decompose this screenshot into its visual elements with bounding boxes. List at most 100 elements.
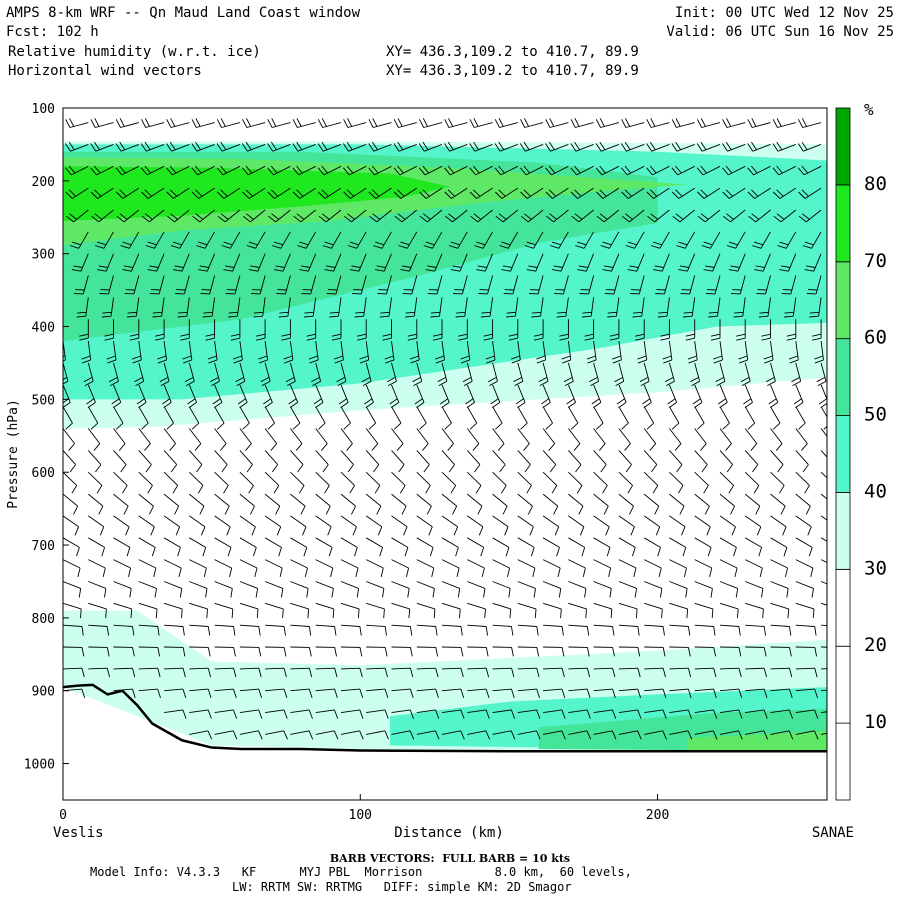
wind-barb [391,493,407,515]
wind-barb [432,319,443,341]
wind-barb [274,253,291,272]
wind-barb [821,689,827,692]
wind-barb [795,537,813,557]
wind-barb [593,602,613,619]
wind-barb [379,297,392,318]
wind-barb [196,231,215,249]
wind-barb [795,709,819,719]
wind-barb [425,253,443,272]
wind-barb [441,406,452,430]
y-tick-label: 700 [32,539,55,554]
wind-barb [517,730,541,740]
wind-barb [618,667,641,678]
y-axis: 100 200 300 400 500 600 700 800 900 1000 [24,102,69,773]
wind-barb [644,688,667,699]
wind-barb [88,646,110,657]
wind-barb [637,341,648,364]
wind-barb [120,231,140,249]
wind-barb [365,471,381,494]
wind-barb [781,275,797,295]
wind-barb [113,515,130,536]
wind-barb [669,624,691,636]
wind-barb [469,118,493,128]
wind-barb [267,165,291,176]
wind-barb [416,428,429,451]
wind-barb [517,709,541,719]
wind-barb [315,450,329,473]
wind-barb [391,602,411,619]
wind-barb [140,141,165,152]
wind-barb [423,231,443,249]
wind-barb [520,118,544,128]
wind-barb [189,624,211,636]
wind-barb [90,187,114,199]
wind-barb [517,646,540,657]
wind-barb [632,297,645,318]
colorbar-swatch [835,568,851,647]
wind-barb [419,118,443,128]
wind-barb [315,428,328,451]
wind-barb [763,341,774,364]
barb-legend: BARB VECTORS: FULL BARB = 10 kts [329,852,571,865]
wind-barb [340,688,364,699]
xy-range-1: XY= 436.3,109.2 to 410.7, 89.9 [386,44,639,60]
wind-barb [239,493,255,515]
wind-barb [164,646,186,657]
wind-barb [334,341,344,364]
wind-barb [770,428,783,451]
wind-barb [694,428,707,451]
wind-barb [230,319,241,341]
wind-barb [366,730,390,740]
wind-barb [770,406,781,430]
wind-barb [543,646,565,657]
wind-barb [821,732,827,735]
wind-barb [743,384,753,408]
wind-barb [694,537,712,557]
wind-barb [744,515,762,536]
wind-barb [361,362,372,386]
wind-barb [618,450,632,473]
wind-barb [322,231,342,249]
wind-barb [113,667,136,678]
wind-barb [377,275,392,295]
wind-barb [189,730,213,740]
wind-barb [163,537,181,557]
wind-barb [501,253,519,272]
wind-barb [214,450,228,473]
wind-barb [503,275,519,295]
wind-barb [643,406,655,430]
wind-barb [242,165,266,176]
wind-barb [340,471,355,494]
wind-barb [416,667,439,678]
colorbar-level-label: 30 [864,557,887,579]
wind-barb [719,624,741,636]
wind-barb [88,493,104,515]
wind-barb [814,341,824,364]
wind-barb [228,297,241,318]
wind-barb [595,165,620,176]
wind-barb [568,581,587,598]
wind-barb [745,624,767,636]
wind-barb [444,165,468,176]
wind-barb [290,515,307,536]
wind-barb [113,471,128,494]
wind-barb [264,515,282,536]
wind-barb [264,581,284,598]
wind-barb [618,559,637,578]
wind-barb [618,602,638,619]
wind-barb [157,341,168,364]
wind-barb [366,559,384,578]
wind-barb [768,384,779,408]
wind-barb [315,493,331,515]
wind-barb [821,711,827,714]
wind-barb [138,450,152,473]
wind-barb [643,428,657,451]
wind-barb [687,341,698,364]
wind-barb [391,581,410,598]
wind-barb [584,319,595,341]
wind-barb [63,210,64,211]
colorbar-swatch [835,338,851,416]
wind-barb [113,559,132,578]
wind-barb [366,709,389,719]
